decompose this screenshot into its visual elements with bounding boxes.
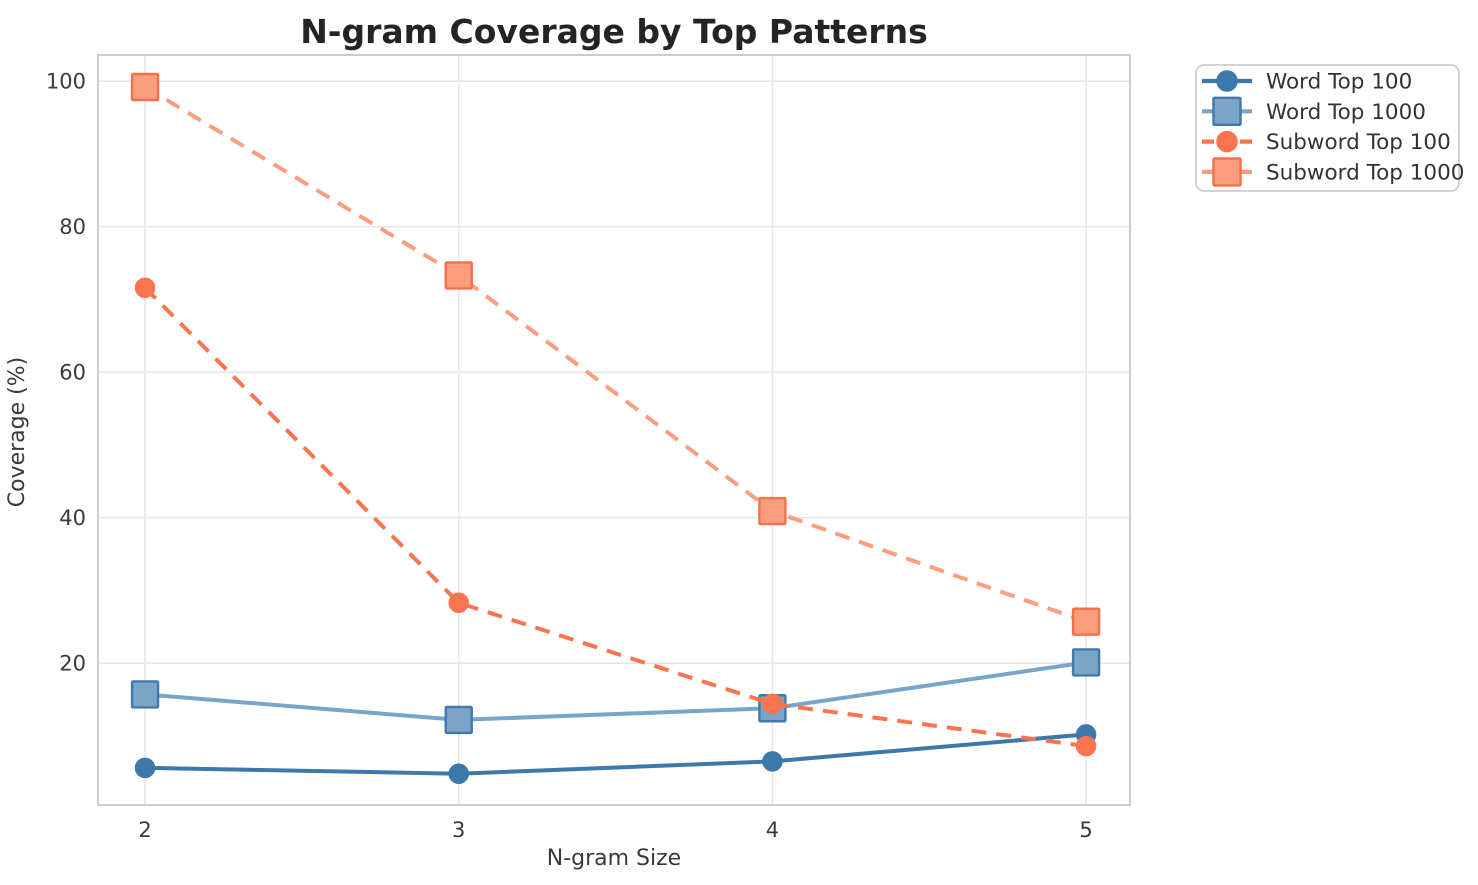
legend-label: Word Top 1000	[1266, 100, 1426, 125]
x-tick-label: 5	[1079, 818, 1092, 842]
data-point-marker	[1216, 70, 1238, 92]
data-point-marker	[130, 72, 160, 102]
legend-item: Word Top 100	[1202, 70, 1412, 95]
legend-item: Subword Top 1000	[1202, 157, 1464, 187]
series-line	[143, 286, 1087, 749]
x-tick-label: 3	[452, 818, 465, 842]
data-point-marker	[1071, 607, 1101, 636]
series-subword-top-1000	[130, 72, 1101, 636]
series-line	[144, 85, 1087, 624]
series-word-top-1000	[130, 648, 1101, 735]
legend: Word Top 100 Word Top 1000 Subword Top 100…	[1195, 64, 1464, 192]
y-tick-label: 60	[59, 361, 86, 385]
legend-label: Subword Top 100	[1266, 130, 1451, 155]
y-tick-label: 100	[46, 70, 86, 94]
data-point-marker	[762, 751, 783, 772]
data-point-marker	[134, 277, 156, 299]
legend-box	[1195, 64, 1460, 192]
legend-label: Word Top 100	[1266, 70, 1412, 95]
data-point-marker	[130, 680, 160, 709]
data-series	[130, 72, 1101, 784]
series-subword-top-100	[134, 277, 1097, 757]
y-tick-label: 80	[59, 215, 86, 239]
x-tick-label: 4	[766, 818, 779, 842]
x-tick-label: 2	[138, 818, 151, 842]
legend-label: Subword Top 1000	[1266, 160, 1464, 185]
y-axis-label: Coverage (%)	[5, 357, 30, 507]
y-tick-label: 40	[59, 506, 86, 530]
data-point-marker	[134, 757, 156, 779]
data-point-marker	[444, 261, 473, 290]
series-line	[144, 660, 1087, 722]
data-point-marker	[444, 705, 473, 735]
grid-lines	[98, 55, 1130, 805]
series-line	[145, 732, 1087, 776]
x-axis-label: N-gram Size	[547, 846, 681, 871]
plot-frame	[97, 54, 1131, 806]
legend-item: Word Top 1000	[1202, 96, 1426, 127]
data-point-marker	[1075, 735, 1097, 757]
data-point-marker	[1216, 130, 1238, 153]
data-point-marker	[1071, 648, 1101, 677]
chart-title: N-gram Coverage by Top Patterns	[300, 12, 928, 51]
data-point-marker	[758, 496, 787, 526]
data-point-marker	[762, 693, 783, 715]
y-tick-label: 20	[59, 652, 86, 676]
data-point-marker	[1212, 96, 1242, 127]
data-point-marker	[448, 592, 469, 614]
data-point-marker	[448, 763, 469, 784]
data-point-marker	[1212, 157, 1242, 187]
series-word-top-100	[134, 724, 1097, 784]
axis-ticks: 20 40 60 80 100 2 3 4 5	[46, 70, 1093, 842]
legend-item: Subword Top 100	[1202, 130, 1451, 155]
